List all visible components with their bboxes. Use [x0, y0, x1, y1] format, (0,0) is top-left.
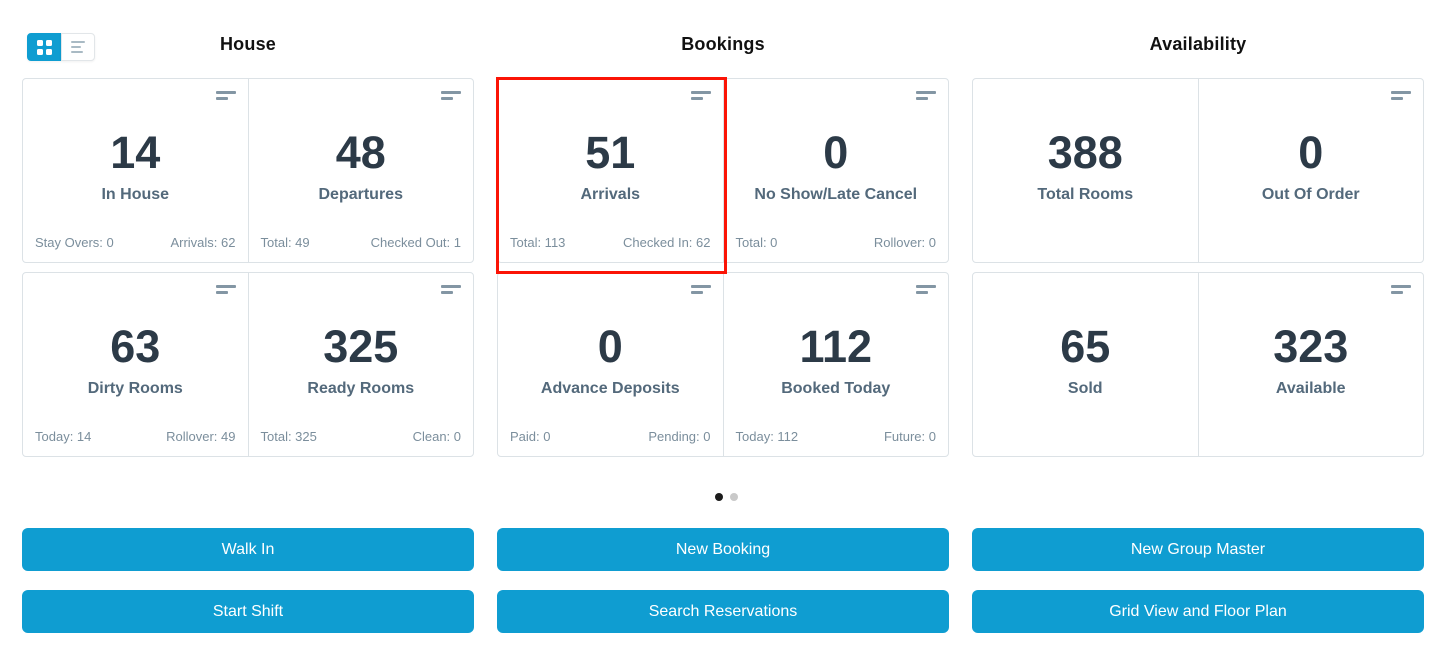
- stat-footer-left: Today: 14: [35, 429, 92, 444]
- section-house: House 14 In House Stay Overs: 0 Arrivals…: [22, 28, 474, 457]
- card-available[interactable]: 323 Available: [1199, 273, 1424, 456]
- list-view-icon: [71, 41, 85, 53]
- stat-footer-right: Checked Out: 1: [370, 235, 461, 250]
- stat-label: Booked Today: [781, 380, 891, 397]
- list-view-button[interactable]: [61, 33, 95, 61]
- card-in-house[interactable]: 14 In House Stay Overs: 0 Arrivals: 62: [23, 79, 249, 262]
- card-total-rooms[interactable]: 388 Total Rooms: [973, 79, 1199, 262]
- section-title-house: House: [219, 34, 276, 54]
- card-departures[interactable]: 48 Departures Total: 49 Checked Out: 1: [249, 79, 474, 262]
- availability-row-1: 388 Total Rooms 0 Out Of Order: [972, 78, 1424, 263]
- card-out-of-order[interactable]: 0 Out Of Order: [1199, 79, 1424, 262]
- dashboard-columns: House 14 In House Stay Overs: 0 Arrivals…: [22, 28, 1424, 457]
- stat-value: 112: [799, 321, 873, 372]
- bookings-buttons: New Booking Search Reservations: [497, 528, 949, 633]
- stat-footer-right: Future: 0: [883, 429, 936, 444]
- stat-footer-left: Total: 325: [260, 429, 317, 444]
- carousel-dot-active[interactable]: [714, 493, 723, 501]
- stat-footer-right: Checked In: 62: [623, 235, 711, 250]
- availability-buttons: New Group Master Grid View and Floor Pla…: [972, 528, 1424, 633]
- section-availability: Availability 388 Total Rooms 0 Out Of Or…: [972, 28, 1424, 457]
- stat-label: Ready Rooms: [307, 380, 415, 397]
- stat-label: Dirty Rooms: [87, 380, 183, 397]
- card-menu-icon[interactable]: [690, 285, 711, 297]
- stat-label: Advance Deposits: [540, 380, 680, 397]
- stat-footer-left: Today: 112: [735, 429, 799, 444]
- stat-value: 63: [110, 321, 161, 372]
- stat-value: 0: [823, 127, 849, 178]
- grid-view-button[interactable]: [27, 33, 61, 61]
- stat-label: Arrivals: [580, 186, 641, 203]
- stat-footer-right: Rollover: 49: [166, 429, 236, 444]
- card-menu-icon[interactable]: [441, 91, 461, 103]
- action-buttons: Walk In Start Shift New Booking Search R…: [22, 528, 1424, 633]
- card-menu-icon[interactable]: [215, 285, 236, 297]
- house-row-1: 14 In House Stay Overs: 0 Arrivals: 62 4…: [22, 78, 474, 263]
- bookings-row-1: 51 Arrivals Total: 113 Checked In: 62 0 …: [496, 77, 949, 274]
- stat-label: Out Of Order: [1261, 186, 1360, 203]
- section-bookings: Bookings 51 Arrivals Total: 113 Checked …: [496, 28, 949, 457]
- start-shift-button[interactable]: Start Shift: [22, 590, 474, 633]
- card-ready-rooms[interactable]: 325 Ready Rooms Total: 325 Clean: 0: [249, 273, 474, 456]
- carousel-dot[interactable]: [729, 493, 738, 501]
- stat-footer-left: Total: 49: [260, 235, 310, 250]
- card-sold[interactable]: 65 Sold: [973, 273, 1199, 456]
- stat-footer-left: Total: 113: [510, 235, 566, 250]
- house-row-2: 63 Dirty Rooms Today: 14 Rollover: 49 32…: [22, 272, 474, 457]
- section-title-bookings: Bookings: [681, 34, 765, 54]
- stat-value: 48: [335, 127, 386, 178]
- card-advance-deposits[interactable]: 0 Advance Deposits Paid: 0 Pending: 0: [498, 273, 724, 456]
- stat-value: 65: [1060, 321, 1111, 372]
- card-no-show-late-cancel[interactable]: 0 No Show/Late Cancel Total: 0 Rollover:…: [724, 79, 949, 262]
- stat-label: Total Rooms: [1037, 186, 1134, 203]
- stat-label: In House: [101, 186, 170, 203]
- house-buttons: Walk In Start Shift: [22, 528, 474, 633]
- stat-value: 388: [1047, 127, 1123, 178]
- card-arrivals[interactable]: 51 Arrivals Total: 113 Checked In: 62: [496, 77, 726, 274]
- stat-footer-right: Pending: 0: [648, 429, 711, 444]
- card-menu-icon[interactable]: [690, 91, 711, 103]
- stat-value: 51: [585, 127, 636, 178]
- stat-footer-left: Total: 0: [735, 235, 778, 250]
- stat-label: Departures: [318, 186, 403, 203]
- availability-row-2: 65 Sold 323 Available: [972, 272, 1424, 457]
- new-group-master-button[interactable]: New Group Master: [972, 528, 1424, 571]
- new-booking-button[interactable]: New Booking: [497, 528, 949, 571]
- stat-value: 325: [323, 321, 399, 372]
- bookings-row-2: 0 Advance Deposits Paid: 0 Pending: 0 11…: [497, 272, 949, 457]
- stat-value: 0: [597, 321, 623, 372]
- grid-view-floor-plan-button[interactable]: Grid View and Floor Plan: [972, 590, 1424, 633]
- card-booked-today[interactable]: 112 Booked Today Today: 112 Future: 0: [724, 273, 949, 456]
- stat-footer-left: Stay Overs: 0: [35, 235, 114, 250]
- card-menu-icon[interactable]: [441, 285, 461, 297]
- view-toggle: [27, 33, 95, 61]
- card-menu-icon[interactable]: [916, 285, 936, 297]
- stat-footer-right: Clean: 0: [412, 429, 461, 444]
- stat-label: No Show/Late Cancel: [754, 186, 918, 203]
- stat-value: 0: [1298, 127, 1324, 178]
- stat-label: Available: [1275, 380, 1346, 397]
- card-menu-icon[interactable]: [916, 91, 936, 103]
- card-menu-icon[interactable]: [215, 91, 236, 103]
- card-menu-icon[interactable]: [1391, 285, 1411, 297]
- carousel-pagination: [0, 493, 1452, 501]
- stat-value: 14: [110, 127, 161, 178]
- grid-view-icon: [36, 39, 52, 55]
- search-reservations-button[interactable]: Search Reservations: [497, 590, 949, 633]
- stat-label: Sold: [1067, 380, 1103, 397]
- stat-footer-right: Arrivals: 62: [170, 235, 236, 250]
- card-menu-icon[interactable]: [1391, 91, 1411, 103]
- card-dirty-rooms[interactable]: 63 Dirty Rooms Today: 14 Rollover: 49: [23, 273, 249, 456]
- stat-footer-left: Paid: 0: [510, 429, 551, 444]
- section-title-availability: Availability: [1149, 34, 1247, 54]
- walk-in-button[interactable]: Walk In: [22, 528, 474, 571]
- stat-footer-right: Rollover: 0: [873, 235, 936, 250]
- stat-value: 323: [1273, 321, 1349, 372]
